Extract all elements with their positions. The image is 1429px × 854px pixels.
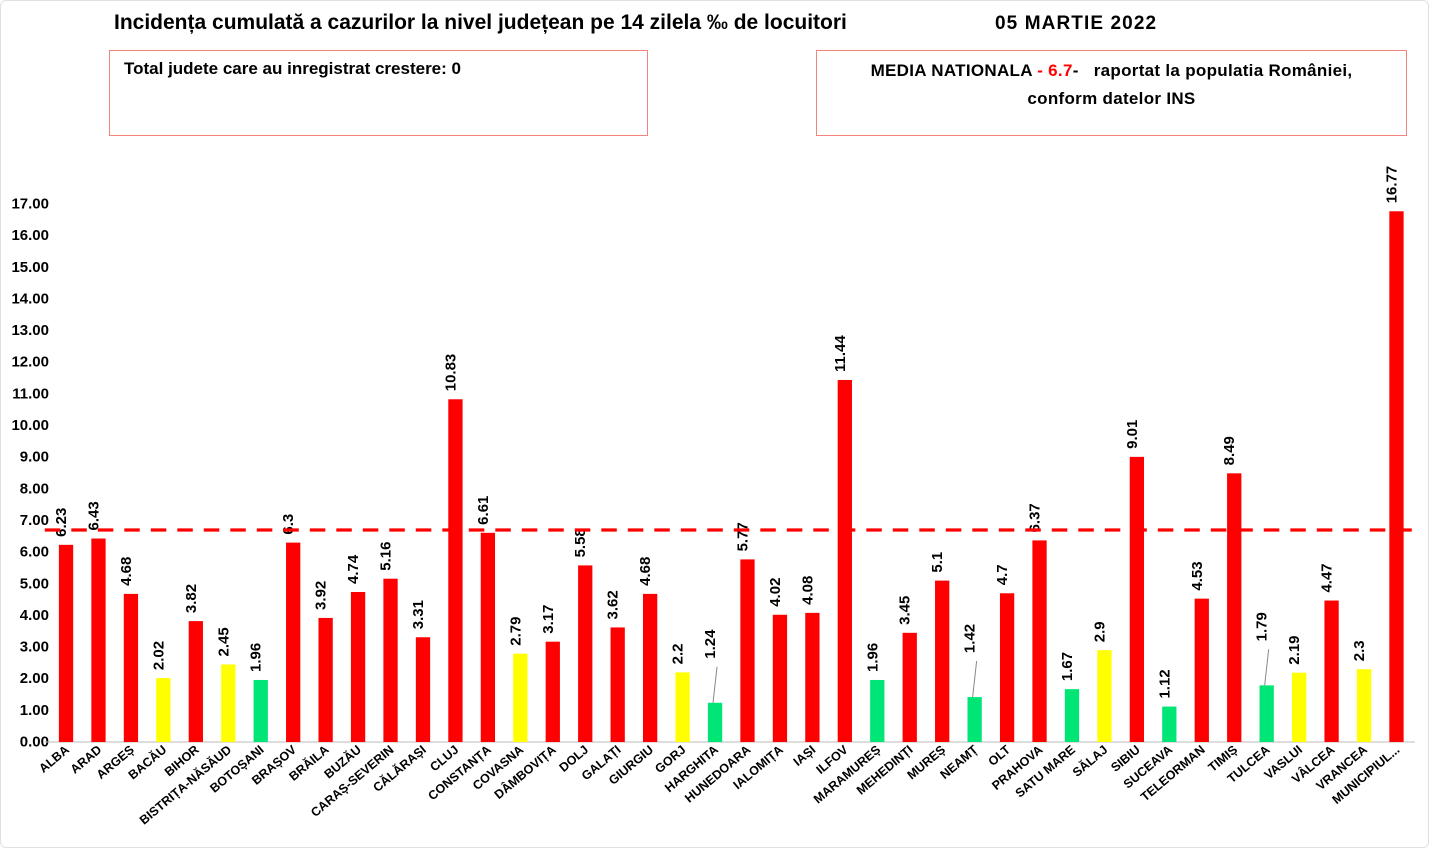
svg-text:13.00: 13.00 <box>11 322 49 339</box>
svg-text:3.62: 3.62 <box>605 590 622 619</box>
svg-text:2.19: 2.19 <box>1286 635 1303 664</box>
svg-text:2.45: 2.45 <box>215 627 232 656</box>
svg-text:0.00: 0.00 <box>20 734 49 751</box>
svg-text:2.2: 2.2 <box>670 644 687 665</box>
svg-text:6.37: 6.37 <box>1027 503 1044 532</box>
svg-text:11.00: 11.00 <box>12 385 49 402</box>
svg-text:6.23: 6.23 <box>53 508 70 537</box>
svg-text:10.00: 10.00 <box>11 417 49 434</box>
svg-text:4.74: 4.74 <box>345 554 362 584</box>
svg-text:4.68: 4.68 <box>637 557 654 586</box>
svg-text:16.00: 16.00 <box>11 227 49 244</box>
svg-text:17.00: 17.00 <box>11 196 49 213</box>
svg-text:11.44: 11.44 <box>832 335 849 372</box>
svg-text:SĂLAJ: SĂLAJ <box>1069 742 1110 780</box>
svg-text:3.31: 3.31 <box>410 600 427 629</box>
svg-text:1.42: 1.42 <box>962 624 979 653</box>
svg-text:3.45: 3.45 <box>897 596 914 625</box>
svg-text:1.67: 1.67 <box>1059 652 1076 681</box>
svg-text:3.92: 3.92 <box>313 581 330 610</box>
svg-text:1.96: 1.96 <box>864 643 881 672</box>
svg-text:14.00: 14.00 <box>11 290 49 307</box>
svg-text:4.02: 4.02 <box>767 578 784 607</box>
svg-text:3.00: 3.00 <box>20 639 49 656</box>
svg-text:6.43: 6.43 <box>85 501 102 530</box>
svg-text:2.3: 2.3 <box>1351 640 1368 661</box>
svg-text:2.79: 2.79 <box>507 616 524 645</box>
svg-text:1.79: 1.79 <box>1254 612 1271 641</box>
svg-text:5.77: 5.77 <box>734 522 751 551</box>
svg-text:NEAMȚ: NEAMȚ <box>938 742 981 782</box>
svg-text:2.00: 2.00 <box>20 670 49 687</box>
svg-text:2.9: 2.9 <box>1091 621 1108 642</box>
svg-text:8.49: 8.49 <box>1221 436 1238 465</box>
svg-text:4.68: 4.68 <box>118 557 135 586</box>
svg-text:5.16: 5.16 <box>378 541 395 570</box>
svg-text:4.7: 4.7 <box>994 564 1011 585</box>
svg-text:1.96: 1.96 <box>248 643 265 672</box>
svg-text:4.47: 4.47 <box>1319 563 1336 592</box>
svg-text:2.02: 2.02 <box>150 641 167 670</box>
svg-text:5.58: 5.58 <box>572 528 589 557</box>
svg-text:12.00: 12.00 <box>11 354 49 371</box>
svg-text:5.1: 5.1 <box>929 552 946 573</box>
svg-text:4.08: 4.08 <box>799 576 816 605</box>
svg-text:9.00: 9.00 <box>20 449 49 466</box>
svg-text:6.00: 6.00 <box>20 544 49 561</box>
svg-text:6.61: 6.61 <box>475 496 492 525</box>
svg-text:5.00: 5.00 <box>20 575 49 592</box>
svg-text:1.00: 1.00 <box>20 702 49 719</box>
svg-text:1.12: 1.12 <box>1156 669 1173 698</box>
svg-text:3.82: 3.82 <box>183 584 200 613</box>
svg-text:3.17: 3.17 <box>540 604 557 633</box>
svg-text:10.83: 10.83 <box>442 354 459 392</box>
svg-text:7.00: 7.00 <box>20 512 49 529</box>
svg-text:16.77: 16.77 <box>1383 166 1400 204</box>
svg-text:15.00: 15.00 <box>11 259 49 276</box>
svg-text:9.01: 9.01 <box>1124 420 1141 449</box>
svg-text:8.00: 8.00 <box>20 480 49 497</box>
svg-text:1.24: 1.24 <box>702 629 719 659</box>
svg-text:4.00: 4.00 <box>20 607 49 624</box>
svg-text:4.53: 4.53 <box>1189 561 1206 590</box>
